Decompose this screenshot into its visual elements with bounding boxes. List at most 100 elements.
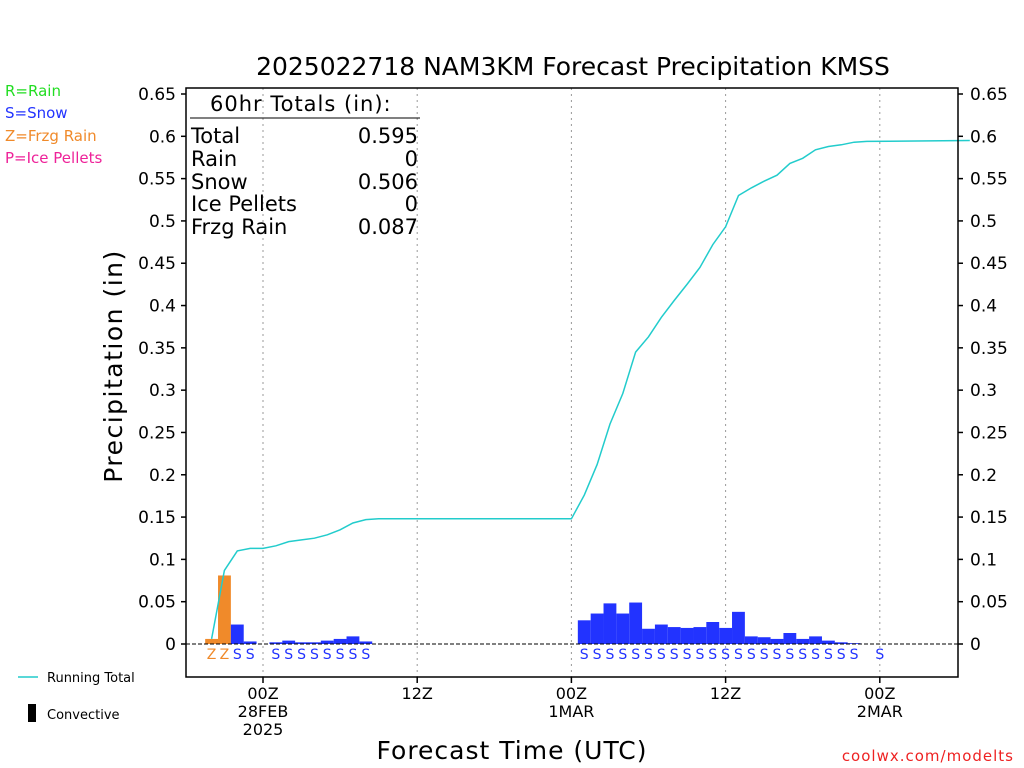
ptype-legend-rain: R=Rain xyxy=(5,82,61,100)
precip-bar xyxy=(333,638,347,644)
precip-bar xyxy=(719,627,733,644)
convective-legend-label: Convective xyxy=(47,708,120,723)
ptype-label: S xyxy=(760,647,769,663)
precip-bar xyxy=(577,620,591,644)
ptype-label: S xyxy=(271,647,280,663)
credit-text: coolwx.com/modelts xyxy=(842,747,1014,765)
running-total-line xyxy=(210,139,970,640)
ptype-label: S xyxy=(837,647,846,663)
y-axis-right: 0 0.05 0.1 0.15 0.2 0.25 0.3 0.35 0.4 0.45 0.5 0.55… xyxy=(958,85,1008,655)
precip-bar xyxy=(770,638,784,644)
ptype-label: Z xyxy=(220,647,230,663)
ptype-label: S xyxy=(580,647,589,663)
ptype-label: S xyxy=(644,647,653,663)
y-axis-left: 0 0.05 0.1 0.15 0.2 0.25 0.3 0.35 0.4 0.45 0.5 0.55… xyxy=(138,85,186,655)
precip-bar xyxy=(834,642,848,644)
chart-title: 2025022718 NAM3KM Forecast Precipitation… xyxy=(256,52,890,81)
x-tick-label: 28FEB xyxy=(238,702,289,721)
ptype-label: S xyxy=(747,647,756,663)
y-tick-label: 0.4 xyxy=(149,297,176,317)
y-tick-label: 0.45 xyxy=(138,254,176,274)
ptype-label: S xyxy=(657,647,666,663)
x-tick-label: 12Z xyxy=(402,684,433,703)
precip-bar xyxy=(706,622,720,644)
totals-box: 60hr Totals (in): Total 0.595 Rain 0 Sno… xyxy=(190,92,420,239)
x-tick-label: 2MAR xyxy=(857,702,903,721)
totals-row-label: Rain xyxy=(191,147,237,171)
y-tick-label: 0.25 xyxy=(138,423,176,443)
y-tick-label: 0.1 xyxy=(970,550,997,570)
precip-bar xyxy=(654,624,668,644)
y-tick-label: 0 xyxy=(970,635,981,655)
y-tick-label: 0.65 xyxy=(138,85,176,105)
x-tick-label: 00Z xyxy=(247,684,278,703)
y-tick-label: 0.55 xyxy=(970,170,1008,190)
precip-bar xyxy=(205,638,219,644)
ptype-label: S xyxy=(811,647,820,663)
totals-row-value: 0 xyxy=(405,147,418,171)
y-tick-label: 0.2 xyxy=(970,466,997,486)
ptype-label: Z xyxy=(207,647,217,663)
precip-bar xyxy=(680,627,694,644)
ptype-label: S xyxy=(798,647,807,663)
precip-bar xyxy=(218,575,231,644)
ptype-label: S xyxy=(695,647,704,663)
totals-row-label: Frzg Rain xyxy=(191,215,287,239)
totals-row-value: 0.595 xyxy=(358,124,418,148)
ptype-label: S xyxy=(336,647,345,663)
y-tick-label: 0.35 xyxy=(970,339,1008,359)
precip-bar xyxy=(243,641,257,644)
precip-bar xyxy=(796,638,810,644)
y-tick-label: 0.6 xyxy=(149,127,176,147)
y-tick-label: 0.05 xyxy=(970,593,1008,613)
precip-bar xyxy=(693,627,707,644)
x-axis-label: Forecast Time (UTC) xyxy=(377,736,648,765)
y-tick-label: 0.2 xyxy=(149,466,176,486)
y-tick-label: 0.4 xyxy=(970,297,997,317)
ptype-label: S xyxy=(284,647,293,663)
x-tick-label: 2025 xyxy=(243,720,284,739)
running-total-legend-label: Running Total xyxy=(47,671,135,686)
x-tick-label: 00Z xyxy=(556,684,587,703)
precip-bar xyxy=(757,637,771,644)
y-tick-label: 0.3 xyxy=(149,381,176,401)
ptype-label: S xyxy=(670,647,679,663)
precip-bar xyxy=(783,633,797,644)
ptype-label: S xyxy=(875,647,884,663)
precip-bar xyxy=(809,636,822,644)
precip-bar xyxy=(616,613,630,644)
precip-bar xyxy=(282,640,296,644)
ptype-label: S xyxy=(631,647,640,663)
precip-bar xyxy=(230,624,244,644)
precip-bar xyxy=(821,640,835,644)
ptype-label: S xyxy=(785,647,794,663)
ptype-label: S xyxy=(721,647,730,663)
y-axis-label: Precipitation (in) xyxy=(99,249,128,483)
bars xyxy=(205,575,861,644)
precip-bar xyxy=(359,641,373,644)
y-tick-label: 0 xyxy=(165,635,176,655)
grid xyxy=(262,88,881,677)
totals-row-value: 0.087 xyxy=(358,215,418,239)
ptype-label: S xyxy=(233,647,242,663)
totals-row-label: Snow xyxy=(191,170,248,194)
y-tick-label: 0.5 xyxy=(970,212,997,232)
y-tick-label: 0.1 xyxy=(149,550,176,570)
y-tick-label: 0.45 xyxy=(970,254,1008,274)
totals-row-label: Ice Pellets xyxy=(191,192,297,216)
y-tick-label: 0.65 xyxy=(970,85,1008,105)
precip-bar xyxy=(590,613,604,644)
ptype-label: S xyxy=(734,647,743,663)
ptype-label: S xyxy=(349,647,358,663)
y-tick-label: 0.05 xyxy=(138,593,176,613)
x-tick-label: 12Z xyxy=(710,684,741,703)
precip-bar xyxy=(307,642,321,644)
x-tick-label: 1MAR xyxy=(548,702,594,721)
precip-bar xyxy=(603,603,617,644)
y-tick-label: 0.35 xyxy=(138,339,176,359)
precip-bar xyxy=(346,636,360,644)
ptype-label: S xyxy=(593,647,602,663)
ptype-label: S xyxy=(246,647,255,663)
